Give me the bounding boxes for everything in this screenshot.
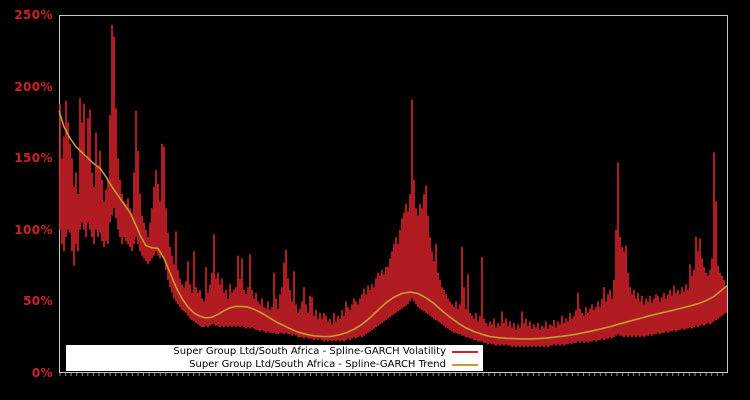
trend-line-sample-icon	[452, 363, 478, 366]
volatility-line-sample-icon	[452, 350, 478, 353]
y-tick-label-0: 0%	[31, 366, 53, 380]
y-tick-label-150: 150%	[14, 151, 53, 166]
legend-label-trend: Super Group Ltd/South Africa - Spline-GA…	[189, 358, 446, 370]
legend-entry-trend: Super Group Ltd/South Africa - Spline-GA…	[66, 358, 483, 371]
volatility-series	[59, 25, 727, 348]
y-tick-label-200: 200%	[14, 79, 53, 94]
y-tick-label-50: 50%	[23, 294, 53, 309]
x-axis-minor-ticks	[59, 373, 724, 376]
y-tick-label-100: 100%	[14, 222, 53, 237]
y-tick-label-250: 250%	[14, 8, 53, 22]
legend-entry-volatility: Super Group Ltd/South Africa - Spline-GA…	[66, 345, 483, 358]
trend-series	[58, 110, 728, 340]
legend: Super Group Ltd/South Africa - Spline-GA…	[66, 345, 483, 371]
legend-label-volatility: Super Group Ltd/South Africa - Spline-GA…	[173, 345, 446, 357]
